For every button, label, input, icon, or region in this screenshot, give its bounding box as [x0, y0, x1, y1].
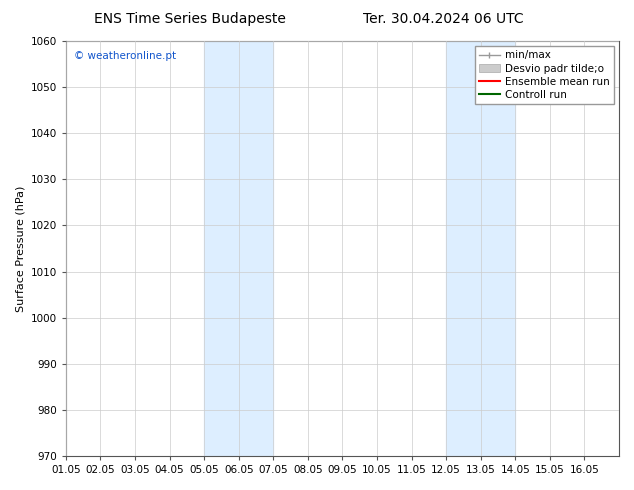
Y-axis label: Surface Pressure (hPa): Surface Pressure (hPa) [15, 185, 25, 312]
Text: ENS Time Series Budapeste: ENS Time Series Budapeste [94, 12, 286, 26]
Text: Ter. 30.04.2024 06 UTC: Ter. 30.04.2024 06 UTC [363, 12, 524, 26]
Text: © weatheronline.pt: © weatheronline.pt [74, 51, 176, 61]
Bar [204, 41, 273, 456]
Bar [446, 41, 515, 456]
Legend: min/max, Desvio padr tilde;o, Ensemble mean run, Controll run: min/max, Desvio padr tilde;o, Ensemble m… [475, 46, 614, 104]
